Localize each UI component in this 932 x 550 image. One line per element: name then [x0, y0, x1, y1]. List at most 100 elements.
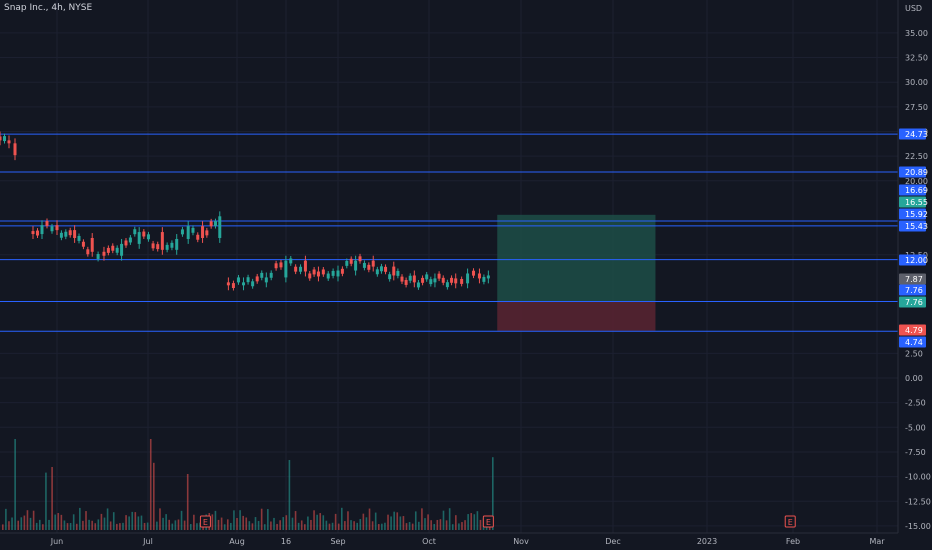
price-label-box — [899, 196, 926, 208]
volume-bar — [418, 521, 420, 530]
volume-bar — [60, 514, 63, 530]
volume-bar — [242, 515, 244, 530]
volume-bar — [439, 519, 442, 530]
volume-bar — [8, 521, 10, 530]
volume-bar — [270, 521, 272, 530]
candle-body — [102, 251, 106, 256]
candle-body — [384, 266, 388, 272]
candle-body — [73, 230, 77, 238]
volume-bar — [23, 515, 26, 530]
volume-bar — [85, 511, 87, 530]
candle-body — [345, 260, 349, 266]
volume-bar — [217, 519, 220, 530]
volume-bar — [337, 523, 340, 530]
volume-bar — [63, 520, 66, 530]
earnings-marker-label: E — [486, 518, 491, 527]
candle-body — [255, 276, 259, 282]
candle-body — [392, 266, 396, 276]
volume-bar — [445, 520, 448, 530]
candle-body — [408, 275, 412, 281]
candle-body — [124, 240, 128, 246]
price-labels: 24.73 20.89 16.69 16.55 15.92 15.43 12.00 7.87 7… — [899, 128, 928, 348]
candle-body — [31, 231, 35, 235]
candle-body — [128, 237, 132, 243]
volume-bar — [162, 517, 164, 530]
volume-bar — [304, 524, 306, 530]
candle-body — [231, 283, 235, 289]
volume-bar — [288, 460, 291, 530]
volume-bar — [109, 521, 112, 530]
volume-bar — [42, 524, 44, 530]
volume-bar — [5, 508, 7, 530]
volume-bar — [492, 457, 494, 530]
candle-body — [90, 237, 94, 252]
volume-bar — [436, 519, 439, 530]
candle-body — [326, 273, 330, 279]
volume-bar — [153, 462, 155, 530]
candle-body — [201, 226, 205, 238]
volume-bar — [334, 513, 337, 530]
volume-bar — [122, 522, 124, 530]
earnings-marker-label: E — [788, 518, 793, 527]
volume-bar — [340, 507, 343, 530]
price-label-box — [899, 208, 926, 220]
candle-body — [55, 225, 59, 231]
volume-bar — [319, 513, 322, 530]
volume-bar — [88, 519, 90, 530]
volume-bar — [451, 524, 454, 530]
volume-bar — [159, 508, 161, 530]
volume-bar — [448, 508, 451, 530]
volume-bar — [103, 517, 106, 530]
volume-bar — [359, 519, 362, 530]
volume-bar — [473, 514, 476, 530]
candle-body — [165, 244, 169, 250]
volume-bar — [38, 519, 41, 530]
candle-body — [421, 277, 425, 283]
volume-bar — [291, 517, 294, 530]
candle-body — [246, 277, 250, 283]
volume-bar — [79, 507, 81, 530]
volume-bar — [180, 510, 183, 530]
y-tick-label: -12.50 — [905, 497, 931, 506]
price-label-box — [899, 184, 926, 196]
volume-bar — [149, 439, 152, 530]
currency-label: USD — [905, 4, 923, 13]
candle-body — [40, 225, 44, 235]
volume-bar — [310, 519, 312, 530]
volume-bar — [294, 511, 297, 530]
volume-bar — [479, 519, 482, 530]
candle-body — [367, 264, 371, 270]
position-zones[interactable] — [497, 214, 656, 331]
volume-bar — [356, 522, 359, 530]
volume-bar — [325, 520, 328, 530]
earnings-marker[interactable]: E — [199, 515, 211, 528]
volume-bar — [430, 520, 432, 530]
volume-bar — [91, 520, 93, 530]
price-label-text: 24.73 — [905, 130, 928, 139]
volume-bar — [411, 523, 414, 530]
volume-bar — [350, 520, 352, 530]
volume-bar — [20, 517, 23, 530]
volume-bar — [134, 512, 137, 530]
candle-body — [472, 270, 476, 276]
price-label-text: 4.79 — [905, 326, 923, 335]
horizontal-levels[interactable] — [0, 133, 898, 332]
volume-bar — [174, 520, 177, 530]
time-axis[interactable]: Jun Jul Aug 16 Sep Oct Nov Dec 2023 Feb Mar — [50, 537, 886, 546]
candle-body — [429, 279, 433, 285]
y-tick-label: 20.00 — [905, 177, 928, 186]
volume-bar — [254, 517, 257, 530]
candle-body — [180, 229, 184, 235]
x-tick-label: Mar — [869, 537, 885, 546]
candle-body — [441, 277, 445, 283]
volume-bar — [408, 522, 411, 530]
volume-bar — [414, 511, 417, 530]
volume-bar — [100, 513, 103, 530]
earnings-marker[interactable]: E — [482, 515, 494, 528]
volume-bar — [116, 523, 118, 530]
earnings-marker[interactable]: E — [784, 515, 796, 528]
volume-bar — [233, 510, 235, 530]
price-label-box — [899, 273, 926, 285]
